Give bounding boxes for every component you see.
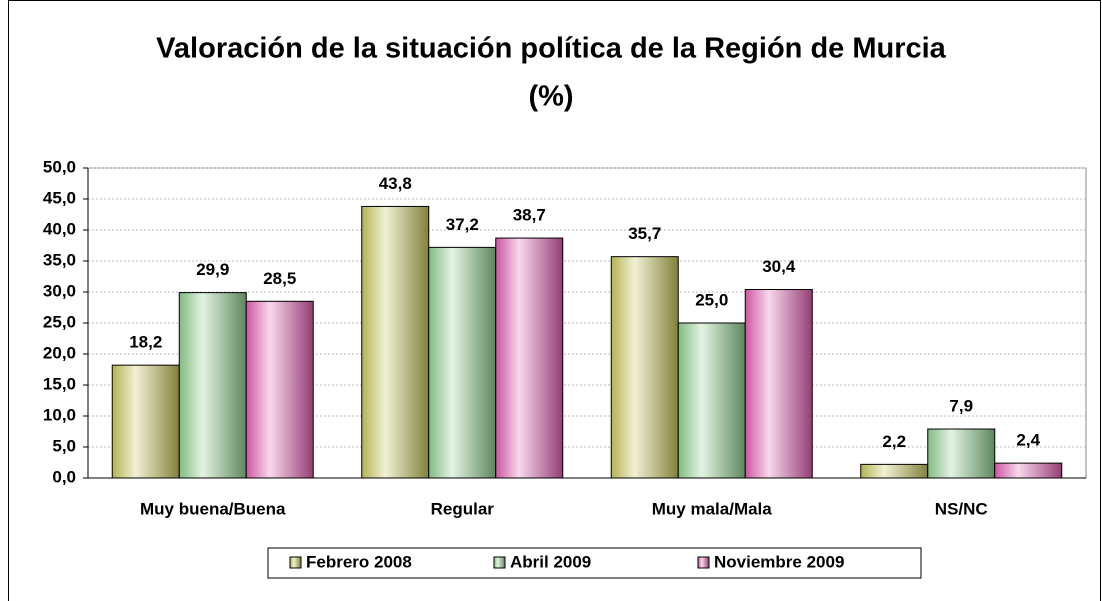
- bar: [927, 428, 996, 479]
- data-label: 38,7: [513, 206, 546, 225]
- bar: [428, 246, 497, 479]
- bar: [495, 237, 564, 479]
- y-tick-label: 45,0: [43, 188, 76, 207]
- y-tick-label: 20,0: [43, 343, 76, 362]
- data-label: 28,5: [263, 269, 296, 288]
- bar: [361, 205, 430, 479]
- legend: [267, 547, 922, 579]
- data-label: 25,0: [695, 290, 728, 309]
- bar: [178, 292, 247, 479]
- data-label: 7,9: [949, 397, 973, 416]
- y-tick-label: 35,0: [43, 250, 76, 269]
- y-tick-label: 5,0: [52, 436, 76, 455]
- bar: [610, 256, 679, 479]
- data-label: 35,7: [628, 224, 661, 243]
- data-label: 29,9: [196, 260, 229, 279]
- bar: [860, 463, 929, 479]
- bar: [994, 462, 1063, 479]
- data-label: 37,2: [446, 215, 479, 234]
- bar: [245, 300, 314, 479]
- data-label: 18,2: [129, 333, 162, 352]
- x-tick-label: NS/NC: [935, 499, 988, 518]
- bar: [677, 322, 746, 479]
- y-tick-label: 15,0: [43, 374, 76, 393]
- data-label: 2,2: [882, 432, 906, 451]
- bar: [744, 289, 813, 479]
- y-tick-label: 10,0: [43, 405, 76, 424]
- data-label: 2,4: [1016, 431, 1040, 450]
- y-tick-label: 30,0: [43, 281, 76, 300]
- y-tick-label: 50,0: [43, 157, 76, 176]
- data-label: 43,8: [379, 174, 412, 193]
- x-tick-label: Muy buena/Buena: [140, 499, 286, 518]
- x-tick-label: Muy mala/Mala: [652, 499, 773, 518]
- legend-swatch: [289, 556, 302, 569]
- legend-label: Noviembre 2009: [714, 552, 844, 571]
- bar: [111, 364, 180, 479]
- chart-title: Valoración de la situación política de l…: [156, 33, 947, 65]
- legend-label: Febrero 2008: [306, 552, 412, 571]
- x-tick-label: Regular: [431, 499, 495, 518]
- legend-swatch: [493, 556, 506, 569]
- chart-title: (%): [528, 81, 573, 113]
- data-label: 30,4: [762, 257, 796, 276]
- legend-label: Abril 2009: [510, 552, 591, 571]
- y-tick-label: 0,0: [52, 467, 76, 486]
- y-tick-label: 25,0: [43, 312, 76, 331]
- legend-swatch: [697, 556, 710, 569]
- y-tick-label: 40,0: [43, 219, 76, 238]
